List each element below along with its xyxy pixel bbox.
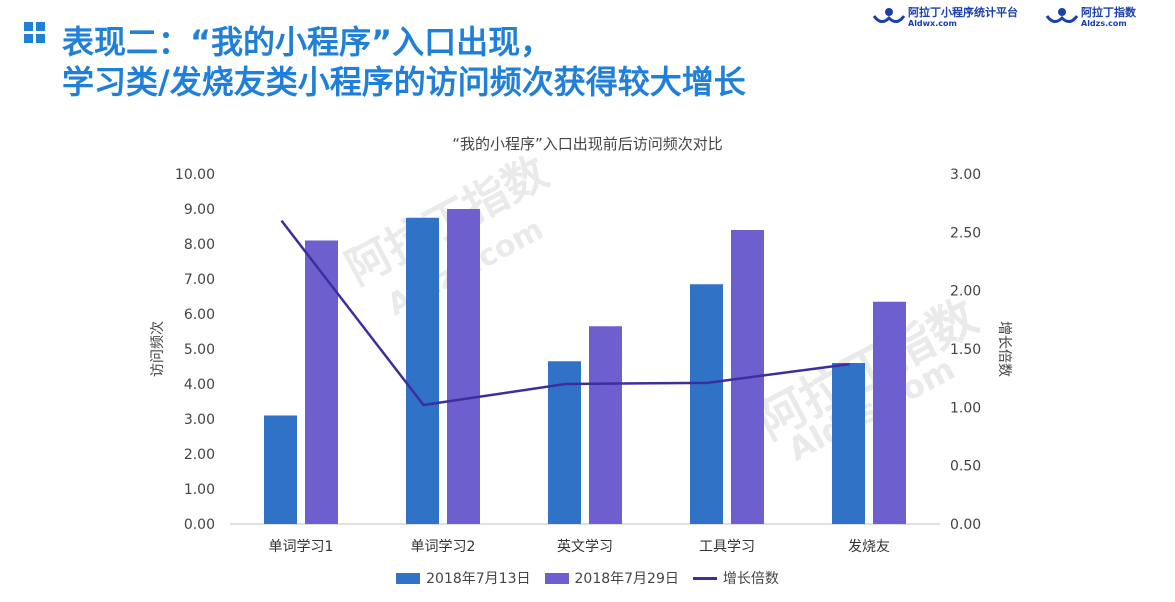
y-tick-label: 6.00 xyxy=(184,307,215,323)
y-tick-label: 2.00 xyxy=(184,447,215,463)
y2-tick-label: 2.00 xyxy=(950,284,981,300)
x-tick-label: 工具学习 xyxy=(699,539,755,555)
x-tick-label: 英文学习 xyxy=(557,538,613,555)
chart-area: 0.00 1.00 2.00 3.00 4.00 5.00 6.00 7.00 8.00 9.00… xyxy=(150,167,1012,555)
legend-item-line: 增长倍数 xyxy=(692,568,779,588)
page-title: 表现二：“我的小程序”入口出现， 学习类/发烧友类小程序的访问频次获得较大增长 xyxy=(62,22,746,102)
y2-axis-label: 增长倍数 xyxy=(996,321,1012,377)
y-tick-label: 8.00 xyxy=(184,237,215,253)
bar-series1 xyxy=(832,363,865,524)
y-tick-label: 4.00 xyxy=(184,377,215,393)
brand-en: Aldwx.com xyxy=(908,19,957,28)
y2-tick-label: 3.00 xyxy=(950,167,981,183)
legend-line-swatch xyxy=(692,576,717,580)
y-axis-label: 访问频次 xyxy=(150,321,166,377)
legend-item-series1: 2018年7月13日 xyxy=(396,568,531,588)
page-title-line1: 表现二：“我的小程序”入口出现， xyxy=(62,23,553,61)
y2-tick-label: 1.00 xyxy=(950,400,981,416)
y2-tick-label: 0.50 xyxy=(950,459,981,475)
y2-tick-label: 1.50 xyxy=(950,342,981,358)
bar-series2 xyxy=(447,209,480,524)
y-tick-label: 5.00 xyxy=(184,342,215,358)
bar-series2 xyxy=(873,301,906,524)
page-title-line2: 学习类/发烧友类小程序的访问频次获得较大增长 xyxy=(62,63,746,101)
legend-swatch xyxy=(544,572,569,584)
bar-series1 xyxy=(690,284,723,524)
legend-swatch xyxy=(396,572,421,584)
y-tick-label: 1.00 xyxy=(184,482,215,498)
brand-logo-icon xyxy=(872,6,906,28)
legend-label: 增长倍数 xyxy=(722,571,779,587)
legend-item-series2: 2018年7月29日 xyxy=(544,568,679,588)
y-tick-label: 9.00 xyxy=(184,202,215,218)
bar-series1 xyxy=(264,415,297,524)
y2-tick-label: 2.50 xyxy=(950,225,981,241)
y-tick-label: 3.00 xyxy=(184,412,215,428)
y-tick-label: 7.00 xyxy=(184,272,215,288)
y-tick-label: 0.00 xyxy=(184,517,215,533)
brand-logo-icon xyxy=(1045,6,1079,28)
bar-series2 xyxy=(305,240,338,524)
brand-en: Aldzs.com xyxy=(1081,19,1127,28)
brand-cn: 阿拉丁小程序统计平台 xyxy=(908,6,1018,19)
chart-legend: 2018年7月13日 2018年7月29日 增长倍数 xyxy=(0,568,1175,588)
grid-logo-icon xyxy=(24,22,46,44)
x-tick-label: 单词学习2 xyxy=(411,539,476,555)
x-tick-label: 单词学习1 xyxy=(269,539,334,555)
x-tick-label: 发烧友 xyxy=(848,539,890,555)
bar-series1 xyxy=(548,361,581,524)
legend-label: 2018年7月13日 xyxy=(426,571,531,587)
bar-series2 xyxy=(589,326,622,524)
legend-label: 2018年7月29日 xyxy=(574,571,679,587)
y-tick-label: 10.00 xyxy=(175,167,215,183)
y2-tick-label: 0.00 xyxy=(950,517,981,533)
brand-aldzs: 阿拉丁指数 Aldzs.com xyxy=(1045,6,1136,28)
bar-series1 xyxy=(406,217,439,524)
brand-aldwx: 阿拉丁小程序统计平台 Aldwx.com xyxy=(872,6,1018,28)
chart-title: “我的小程序”入口出现前后访问频次对比 xyxy=(452,135,723,153)
brand-cn: 阿拉丁指数 xyxy=(1081,6,1136,19)
